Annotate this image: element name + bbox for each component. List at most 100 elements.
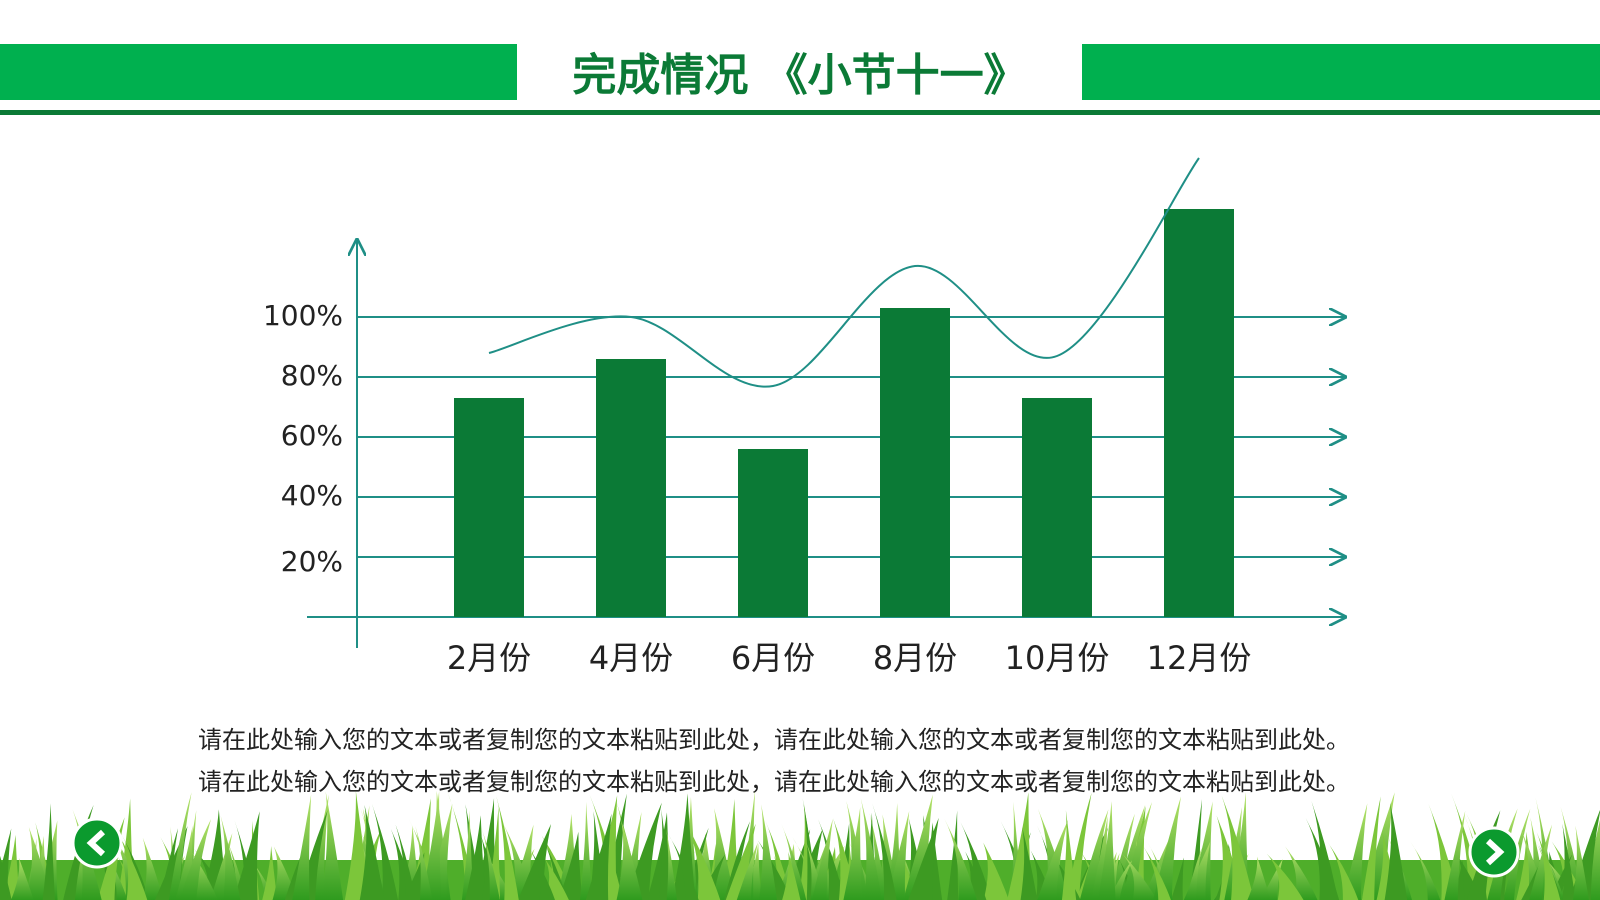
grass-blade <box>359 804 385 900</box>
grass-blade <box>860 797 882 900</box>
grass-blade <box>168 792 192 900</box>
grass-blade <box>42 803 55 900</box>
grass-blade <box>1361 796 1381 900</box>
grass-blade <box>983 842 1009 900</box>
grass-blade <box>843 806 862 900</box>
grass-blade <box>684 821 721 900</box>
grass-blade <box>1153 796 1181 900</box>
grass-blade <box>402 852 426 900</box>
grass-blade <box>344 791 371 900</box>
grass-blade <box>1037 808 1069 900</box>
trend-line <box>488 157 1200 388</box>
grass-blade <box>616 820 643 900</box>
grass-blade <box>1529 824 1553 900</box>
next-button[interactable] <box>1468 826 1520 878</box>
grass-blade <box>1221 795 1254 900</box>
bar <box>1164 209 1234 617</box>
grass-blade <box>1326 840 1359 900</box>
grass-blade <box>142 837 164 900</box>
grass-blade <box>811 818 833 900</box>
bar <box>1022 398 1092 617</box>
grass-blade <box>481 826 500 900</box>
grass-blade <box>1305 817 1340 900</box>
grass-blade <box>666 828 677 900</box>
grass-blade <box>1079 809 1109 900</box>
grass-blade <box>1582 819 1600 900</box>
y-tick-label: 40% <box>281 479 343 512</box>
body-text: 请在此处输入您的文本或者复制您的文本粘贴到此处，请在此处输入您的文本或者复制您的… <box>198 726 1350 754</box>
grass-blade <box>1285 846 1318 900</box>
title: 完成情况 《小节十一》 <box>572 50 1027 101</box>
grass-blade <box>262 845 278 900</box>
grass-blade <box>1410 841 1441 900</box>
grass-blade <box>1020 827 1038 900</box>
prev-button[interactable] <box>71 817 123 869</box>
grass-blade <box>759 804 777 900</box>
grass-blade <box>1536 832 1561 900</box>
y-tick-label: 80% <box>281 359 343 392</box>
grass-blade <box>1562 823 1576 900</box>
y-tick-label: 60% <box>281 419 343 452</box>
grass-blade <box>887 811 910 900</box>
grass-blade <box>465 815 486 900</box>
grass-blade <box>415 825 433 900</box>
grass-blade <box>321 791 344 900</box>
grass-blade <box>529 848 555 900</box>
grass-blade <box>1384 802 1408 900</box>
grass-blade <box>1037 819 1069 900</box>
grass-blade <box>11 857 34 900</box>
grass-blade <box>179 819 211 900</box>
grass-blade <box>579 801 593 900</box>
grass-blade <box>0 828 12 900</box>
grass-blade <box>782 851 801 900</box>
bar <box>454 398 524 617</box>
grass-blade <box>106 852 128 900</box>
y-tick-label: 20% <box>281 545 343 578</box>
header-bar-right <box>1082 44 1600 100</box>
grass <box>0 790 1600 900</box>
grass-blade <box>371 803 399 900</box>
grass-blade <box>944 818 977 900</box>
grass-blade <box>1343 803 1368 900</box>
grass-blade <box>1247 856 1271 900</box>
grass-blade <box>496 795 519 900</box>
grass-blade <box>1266 853 1304 900</box>
grass-blade <box>724 821 750 900</box>
grass-blade <box>1185 847 1202 900</box>
grass-blade <box>392 816 416 900</box>
grass-blade <box>233 811 260 900</box>
grass-blade <box>542 839 568 900</box>
x-tick-label: 12月份 <box>1147 639 1252 677</box>
grass-blade <box>220 815 241 900</box>
grass-blade <box>558 831 583 900</box>
grass-blade <box>292 794 312 900</box>
x-tick-label: 10月份 <box>1005 639 1110 677</box>
grass-blade <box>1061 810 1077 900</box>
grass-blade <box>1139 841 1171 900</box>
body-text: 请在此处输入您的文本或者复制您的文本粘贴到此处，请在此处输入您的文本或者复制您的… <box>198 768 1350 796</box>
grass-blade <box>119 835 148 900</box>
grass-blade <box>781 823 807 900</box>
grass-blade <box>1573 825 1589 900</box>
grass-blade <box>585 813 612 900</box>
grass-blade <box>1444 810 1466 900</box>
grass-blade <box>1189 801 1213 900</box>
grass-blade <box>667 832 699 900</box>
grass-blade <box>1097 801 1116 900</box>
grass-blade <box>947 810 959 900</box>
grass-blade <box>1122 854 1157 900</box>
grass-blade <box>1121 801 1153 900</box>
bar <box>880 308 950 617</box>
header-rule <box>0 110 1600 115</box>
grass-blade <box>960 822 992 900</box>
x-tick-label: 2月份 <box>447 639 531 677</box>
grass-blade <box>122 835 150 900</box>
x-tick-label: 4月份 <box>589 639 673 677</box>
bar <box>738 449 808 617</box>
grass-blade <box>818 819 845 900</box>
x-tick-label: 6月份 <box>731 639 815 677</box>
grass-blade <box>736 842 758 900</box>
grass-blade <box>1311 800 1339 900</box>
